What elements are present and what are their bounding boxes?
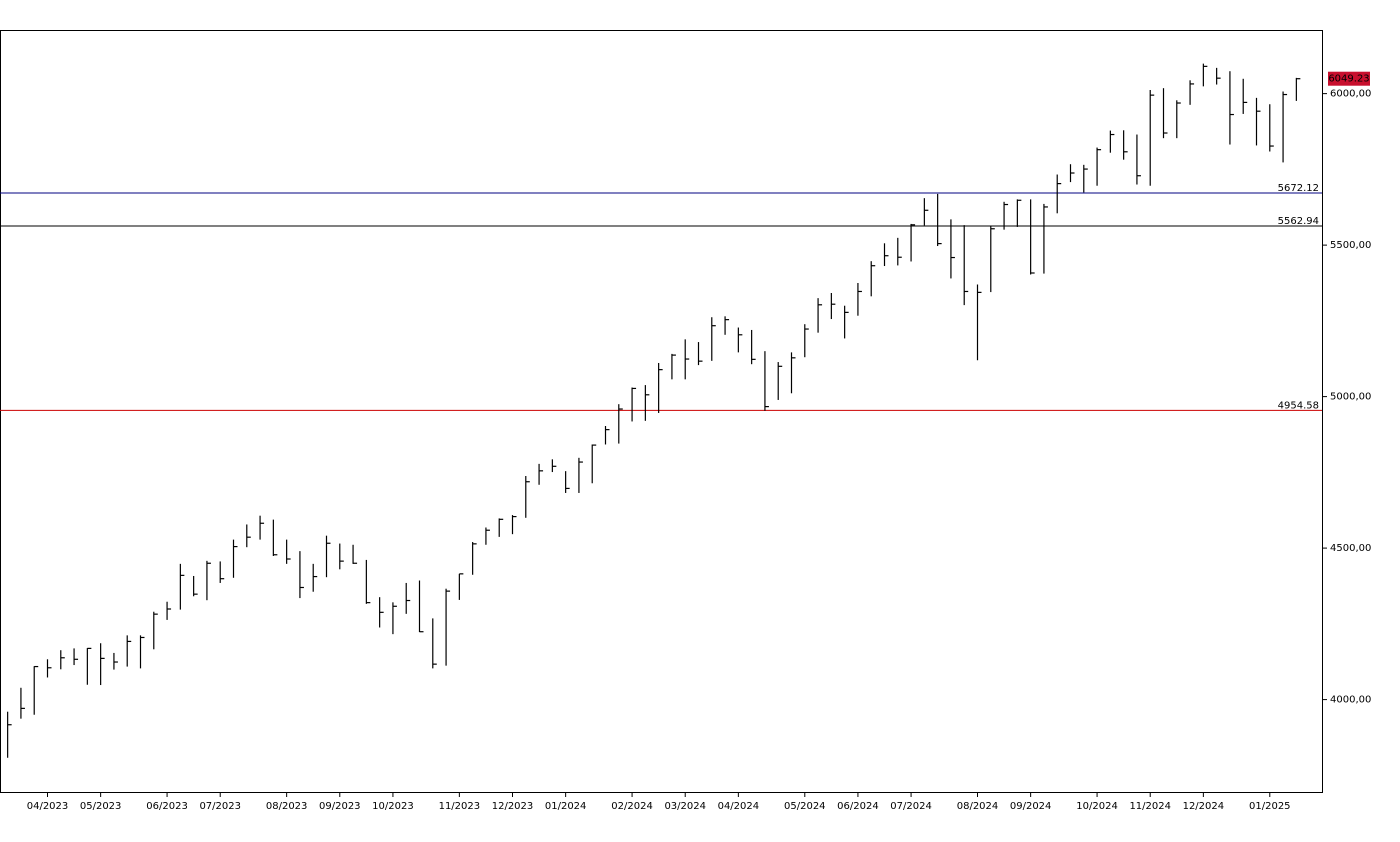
y-tick-label: 4500,00: [1330, 543, 1371, 554]
level-label: 5562.94: [1278, 216, 1319, 227]
plot-frame: [0, 30, 1323, 793]
x-tick-label: 03/2024: [664, 801, 706, 812]
y-tick-label: 5000,00: [1330, 392, 1371, 403]
x-tick-label: 01/2025: [1249, 801, 1291, 812]
x-tick-label: 08/2023: [266, 801, 308, 812]
x-tick-label: 10/2023: [372, 801, 414, 812]
x-tick-label: 11/2024: [1129, 801, 1171, 812]
x-tick-label: 12/2023: [492, 801, 534, 812]
level-label: 5672.12: [1278, 183, 1319, 194]
x-tick-label: 09/2023: [319, 801, 361, 812]
x-tick-label: 07/2024: [890, 801, 932, 812]
last-price-box: [1328, 71, 1370, 86]
x-tick-label: 11/2023: [439, 801, 481, 812]
level-label: 4954.58: [1278, 400, 1319, 411]
x-tick-label: 08/2024: [957, 801, 999, 812]
x-tick-label: 06/2023: [146, 801, 188, 812]
x-tick-label: 12/2024: [1183, 801, 1225, 812]
y-tick-label: 4000,00: [1330, 695, 1371, 706]
x-tick-label: 04/2023: [27, 801, 69, 812]
y-tick-label: 6000,00: [1330, 89, 1371, 100]
x-tick-label: 01/2024: [545, 801, 587, 812]
x-tick-label: 10/2024: [1076, 801, 1118, 812]
x-tick-label: 09/2024: [1010, 801, 1052, 812]
x-tick-label: 06/2024: [837, 801, 879, 812]
x-tick-label: 02/2024: [611, 801, 653, 812]
last-price-label: 6049.23: [1328, 74, 1369, 85]
y-tick-label: 5500,00: [1330, 240, 1371, 251]
x-tick-label: 07/2023: [199, 801, 241, 812]
x-tick-label: 04/2024: [718, 801, 760, 812]
x-tick-label: 05/2024: [784, 801, 826, 812]
x-tick-label: 05/2023: [80, 801, 122, 812]
